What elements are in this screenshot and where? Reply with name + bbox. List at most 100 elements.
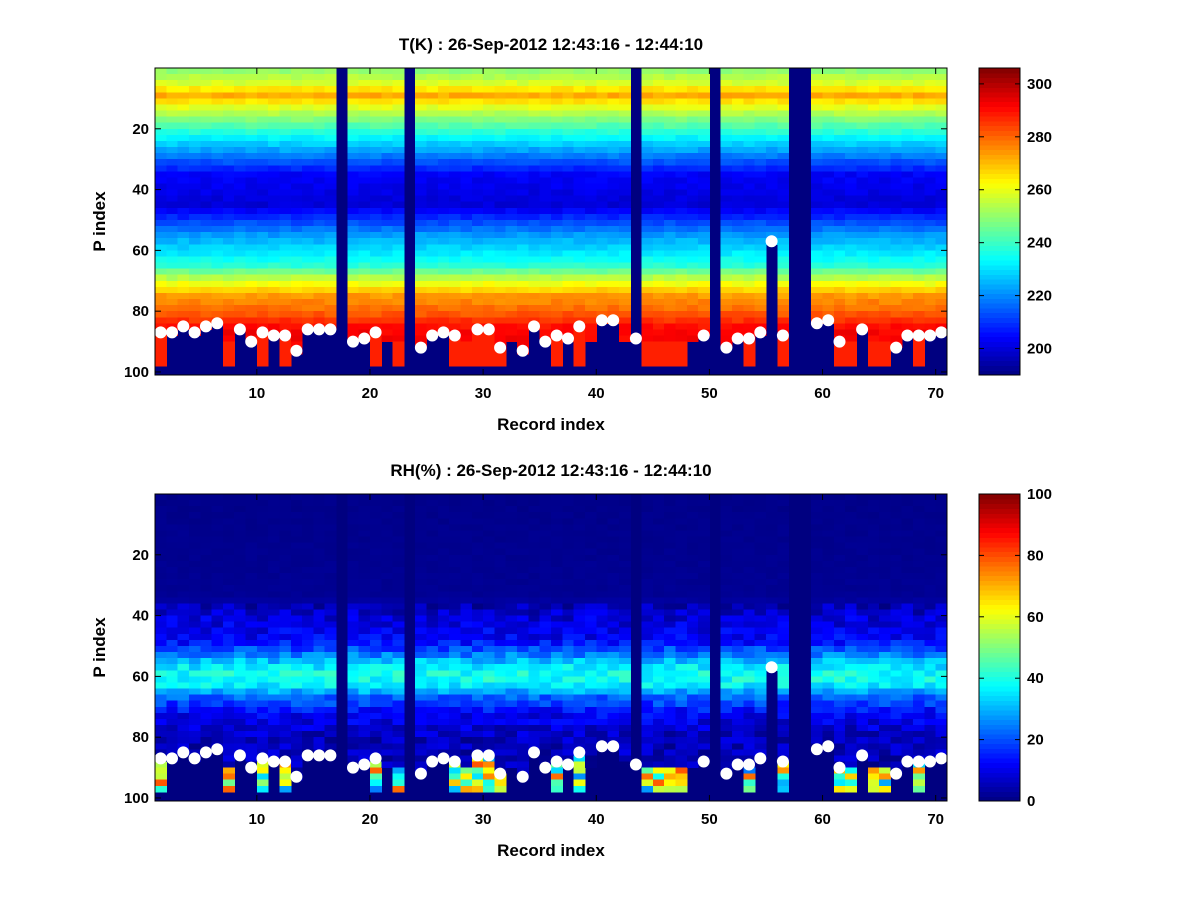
heatmap-cell (483, 140, 496, 148)
heatmap-cell (268, 244, 281, 251)
heatmap-cell (867, 110, 880, 118)
heatmap-cell (901, 323, 914, 331)
heatmap-cell (290, 694, 303, 702)
heatmap-cell (313, 134, 326, 142)
heatmap-cell (732, 323, 744, 331)
heatmap-cell (471, 731, 484, 738)
heatmap-cell (188, 603, 201, 611)
heatmap-cell (449, 347, 462, 355)
colorbar-segment (979, 307, 1020, 314)
heatmap-cell (369, 244, 382, 251)
heatmap-cell (392, 341, 405, 349)
heatmap-cell (437, 159, 450, 166)
heatmap-cell (460, 317, 473, 324)
heatmap-cell (607, 700, 620, 708)
heatmap-cell (392, 785, 405, 793)
colorbar-segment (979, 192, 1020, 199)
heatmap-cell (845, 195, 858, 203)
heatmap-cell (856, 74, 869, 81)
heatmap-cell (290, 536, 303, 544)
heatmap-cell (777, 86, 790, 93)
heatmap-cell (641, 116, 654, 124)
heatmap-cell (188, 68, 201, 75)
heatmap-cell (652, 213, 665, 221)
heatmap-cell (268, 311, 281, 318)
heatmap-cell (618, 201, 631, 209)
heatmap-cell (392, 591, 405, 598)
heatmap-cell (618, 98, 631, 106)
heatmap-cell (313, 189, 326, 197)
heatmap-cell (879, 347, 892, 355)
heatmap-cell (822, 195, 835, 203)
heatmap-cell (641, 219, 654, 227)
heatmap-cell (618, 749, 631, 757)
heatmap-cell (879, 305, 892, 312)
heatmap-cell (290, 500, 303, 507)
heatmap-cell (166, 207, 179, 215)
heatmap-cell (392, 159, 405, 166)
heatmap-cell (856, 311, 869, 318)
heatmap-cell (392, 171, 405, 179)
heatmap-cell (505, 134, 518, 142)
x-tick-label: 70 (927, 385, 944, 402)
heatmap-cell (369, 110, 382, 118)
heatmap-cell (777, 177, 790, 185)
heatmap-cell (879, 128, 892, 136)
heatmap-cell (822, 268, 835, 276)
heatmap-cell (494, 603, 507, 611)
heatmap-cell (856, 165, 869, 172)
heatmap-cell (743, 268, 756, 276)
colorbar-segment (979, 173, 1020, 179)
heatmap-cell (913, 116, 925, 124)
heatmap-cell (698, 305, 710, 312)
heatmap-cell (483, 743, 496, 750)
heatmap-cell (539, 177, 552, 185)
heatmap-cell (256, 767, 269, 775)
heatmap-cell (392, 207, 405, 215)
heatmap-cell (539, 244, 552, 251)
heatmap-cell (901, 189, 914, 197)
heatmap-cell (913, 238, 925, 245)
heatmap-cell (302, 189, 314, 197)
heatmap-cell (256, 280, 269, 288)
heatmap-cell (302, 639, 314, 647)
heatmap-cell (188, 700, 201, 708)
heatmap-cell (517, 706, 529, 714)
heatmap-cell (369, 104, 382, 112)
heatmap-cell (200, 177, 213, 185)
heatmap-cell (245, 652, 258, 659)
heatmap-cell (460, 573, 473, 580)
heatmap-cell (584, 700, 597, 708)
heatmap-cell (584, 140, 597, 148)
heatmap-cell (584, 560, 597, 568)
heatmap-cell (539, 597, 552, 605)
heatmap-cell (811, 159, 824, 166)
heatmap-cell (358, 494, 371, 501)
heatmap-cell (188, 256, 201, 264)
heatmap-cell (381, 530, 394, 538)
heatmap-cell (822, 171, 835, 179)
heatmap-cell (562, 219, 575, 227)
heatmap-cell (437, 615, 450, 623)
heatmap-cell (392, 518, 405, 525)
heatmap-cell (811, 80, 824, 87)
heatmap-cell (381, 159, 394, 166)
heatmap-cell (584, 718, 597, 726)
heatmap-cell (698, 317, 710, 324)
heatmap-cell (675, 219, 688, 227)
heatmap-cell (584, 256, 597, 264)
heatmap-cell (584, 219, 597, 227)
heatmap-cell (584, 658, 597, 665)
heatmap-cell (483, 591, 496, 598)
heatmap-cell (743, 201, 756, 209)
heatmap-cell (573, 536, 586, 544)
heatmap-cell (935, 268, 948, 276)
heatmap-cell (483, 494, 496, 501)
heatmap-cell (652, 201, 665, 209)
heatmap-cell (256, 566, 269, 574)
heatmap-cell (313, 585, 326, 592)
heatmap-cell (188, 280, 201, 288)
heatmap-cell (483, 128, 496, 136)
heatmap-cell (596, 110, 609, 118)
heatmap-cell (177, 700, 190, 708)
